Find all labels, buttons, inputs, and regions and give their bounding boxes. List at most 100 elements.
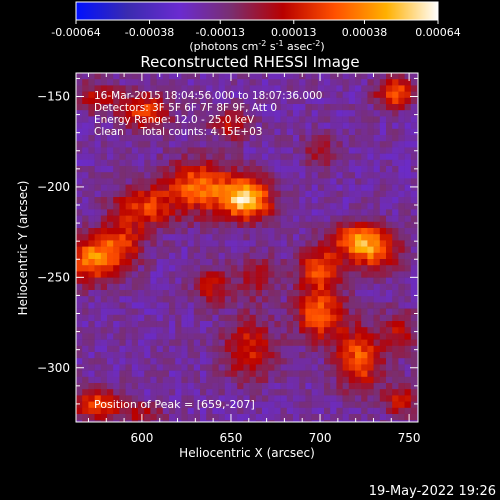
heatmap-cell [162, 104, 170, 111]
heatmap-cell [119, 277, 126, 285]
heatmap-cell [255, 308, 263, 316]
heatmap-cell [162, 97, 170, 105]
heatmap-cell [150, 79, 157, 86]
heatmap-cell [262, 345, 269, 353]
heatmap-cell [367, 420, 374, 422]
heatmap-cell [113, 290, 120, 297]
heatmap-cell [125, 327, 133, 334]
heatmap-cell [169, 420, 176, 422]
heatmap-cell [113, 246, 120, 254]
heatmap-cell [187, 296, 195, 303]
heatmap-cell [324, 203, 331, 210]
heatmap-cell [131, 308, 139, 316]
heatmap-cell [348, 259, 356, 266]
heatmap-cell [286, 85, 294, 92]
heatmap-cell [262, 153, 269, 161]
heatmap-cell [410, 327, 418, 334]
heatmap-cell [249, 159, 257, 167]
heatmap-cell [268, 234, 275, 241]
heatmap-cell [255, 234, 263, 241]
heatmap-cell [82, 259, 89, 266]
heatmap-cell [274, 265, 281, 272]
heatmap-cell [373, 184, 381, 192]
heatmap-cell [398, 147, 405, 154]
heatmap-cell [131, 290, 139, 297]
heatmap-cell [367, 221, 374, 229]
heatmap-cell [156, 414, 164, 421]
heatmap-cell [243, 147, 250, 154]
heatmap-cell [100, 234, 108, 241]
heatmap-cell [379, 153, 387, 161]
heatmap-cell [169, 395, 176, 402]
heatmap-cell [169, 85, 176, 92]
heatmap-cell [206, 215, 213, 223]
heatmap-cell [342, 271, 350, 278]
heatmap-cell [367, 128, 374, 136]
heatmap-cell [249, 389, 257, 396]
heatmap-cell [355, 240, 362, 247]
heatmap-cell [336, 358, 343, 365]
heatmap-cell [410, 184, 418, 192]
heatmap-cell [144, 159, 151, 167]
heatmap-cell [100, 215, 108, 223]
heatmap-cell [88, 271, 95, 278]
heatmap-cell [88, 166, 95, 173]
heatmap-cell [94, 104, 102, 111]
heatmap-cell [162, 197, 170, 204]
heatmap-cell [206, 209, 213, 216]
heatmap-cell [268, 401, 275, 409]
heatmap-cell [361, 116, 368, 123]
heatmap-cell [107, 141, 114, 148]
heatmap-cell [231, 159, 238, 167]
heatmap-cell [299, 116, 306, 123]
heatmap-cell [138, 364, 145, 371]
heatmap-cell [107, 116, 114, 123]
heatmap-cell [224, 159, 232, 167]
heatmap-cell [218, 240, 226, 247]
heatmap-cell [373, 147, 381, 154]
heatmap-cell [367, 147, 374, 154]
heatmap-cell [206, 308, 213, 316]
heatmap-cell [231, 345, 238, 353]
heatmap-cell [280, 271, 288, 278]
heatmap-cell [324, 153, 331, 161]
heatmap-cell [342, 314, 350, 322]
heatmap-cell [181, 166, 188, 173]
heatmap-cell [94, 135, 102, 142]
heatmap-cell [107, 383, 114, 390]
heatmap-cell [169, 407, 176, 415]
heatmap-cell [193, 259, 201, 266]
heatmap-cell [293, 352, 300, 359]
heatmap-cell [262, 221, 269, 229]
heatmap-cell [299, 252, 306, 260]
heatmap-cell [311, 73, 319, 80]
heatmap-cell [311, 277, 319, 285]
heatmap-cell [286, 376, 294, 384]
heatmap-cell [293, 321, 300, 328]
heatmap-cell [131, 184, 139, 192]
heatmap-cell [224, 383, 232, 390]
heatmap-cell [224, 141, 232, 148]
heatmap-cell [193, 116, 201, 123]
heatmap-cell [262, 271, 269, 278]
heatmap-cell [88, 178, 95, 185]
heatmap-cell [286, 73, 294, 80]
heatmap-cell [231, 203, 238, 210]
heatmap-cell [113, 414, 120, 421]
heatmap-cell [379, 159, 387, 167]
heatmap-cell [255, 252, 263, 260]
heatmap-cell [274, 166, 281, 173]
heatmap-cell [342, 265, 350, 272]
heatmap-cell [373, 135, 381, 142]
heatmap-cell [305, 420, 312, 422]
heatmap-cell [237, 190, 244, 198]
heatmap-cell [231, 383, 238, 390]
heatmap-cell [410, 246, 418, 254]
heatmap-cell [162, 271, 170, 278]
heatmap-cell [262, 116, 269, 123]
heatmap-cell [404, 159, 412, 167]
heatmap-cell [138, 259, 145, 266]
heatmap-cell [249, 104, 257, 111]
heatmap-cell [187, 104, 195, 111]
heatmap-cell [156, 308, 164, 316]
